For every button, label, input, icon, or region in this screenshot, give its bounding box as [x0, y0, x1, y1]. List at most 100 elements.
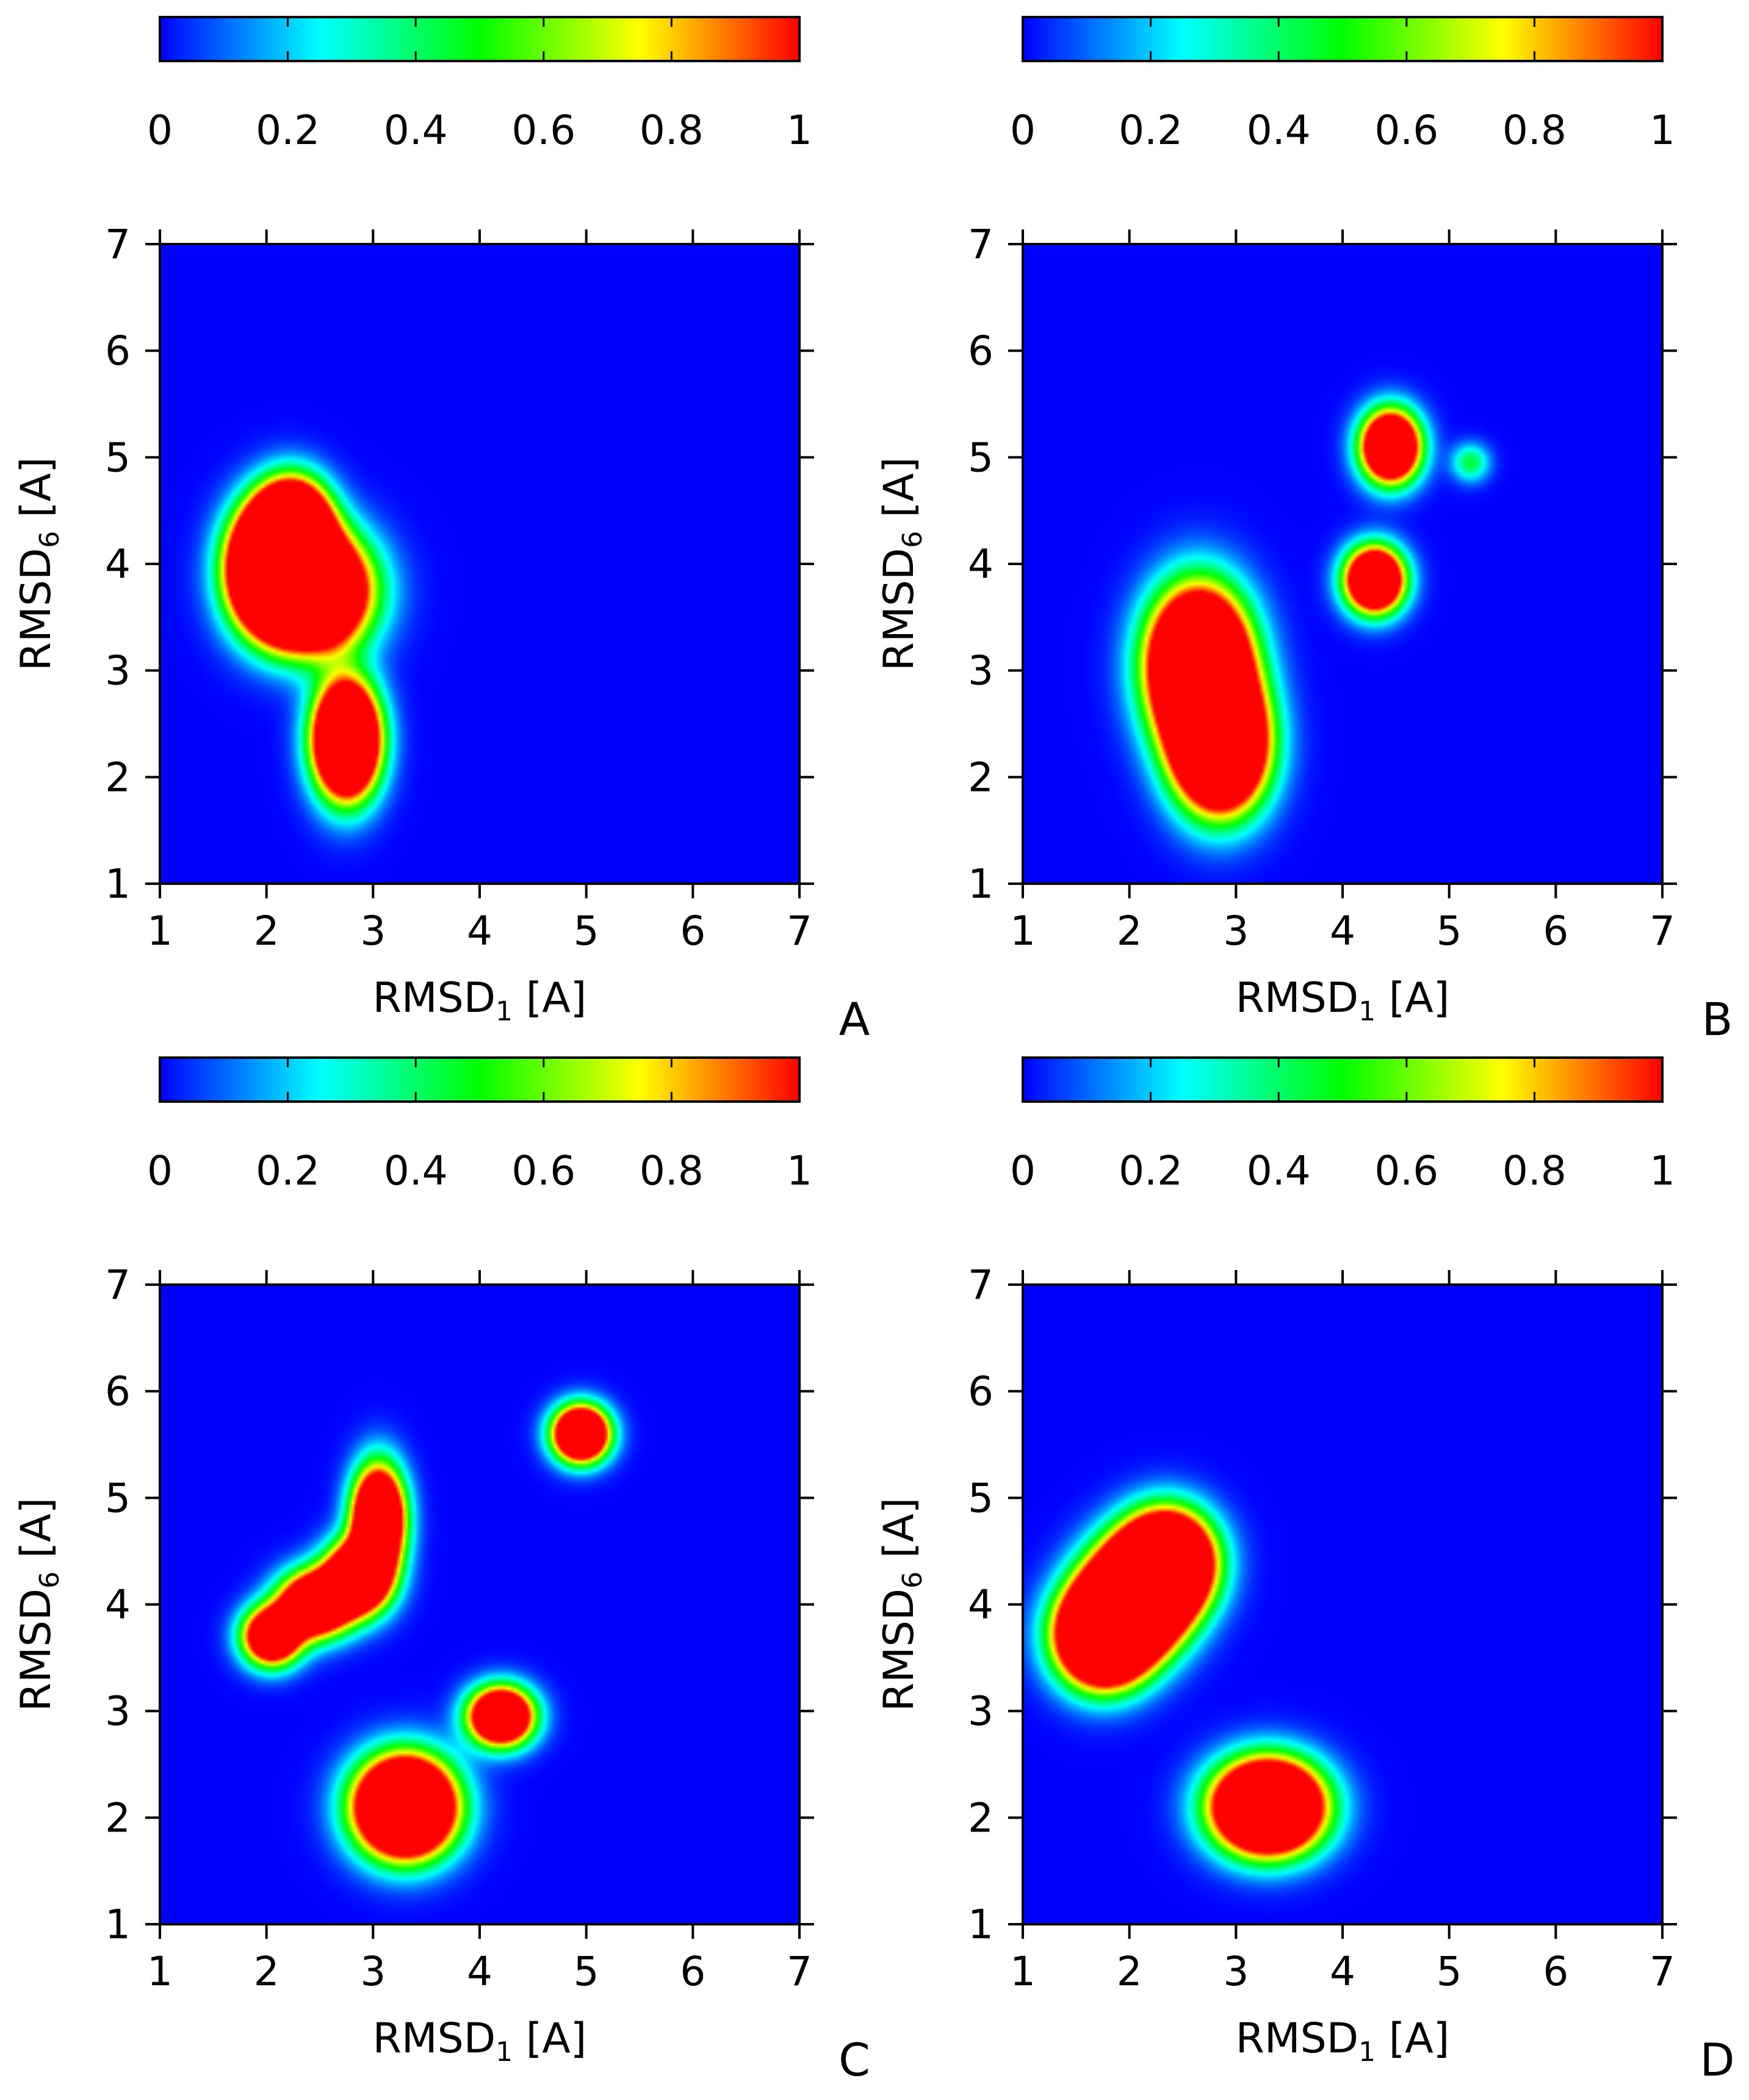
y-tick-label: 6	[105, 1368, 131, 1415]
x-tick-label: 1	[147, 1948, 173, 1995]
colorbar-tick-label: 0	[147, 107, 173, 154]
y-tick-label: 4	[968, 541, 994, 588]
y-tick-label: 5	[968, 1474, 994, 1521]
colorbar-tick-label: 0	[1010, 107, 1036, 154]
y-tick-label: 5	[105, 434, 131, 481]
y-tick-label: 7	[105, 221, 131, 268]
x-tick-label: 1	[1010, 907, 1036, 954]
x-tick-label: 5	[1437, 1948, 1462, 1995]
panel-label: A	[839, 994, 870, 1046]
heatmap-density	[1023, 244, 1662, 884]
panel-label: B	[1702, 994, 1733, 1046]
y-tick-label: 1	[968, 1901, 994, 1948]
x-tick-label: 3	[1223, 1948, 1249, 1995]
y-tick-label: 4	[105, 1581, 131, 1628]
colorbar-tick-label: 0.4	[384, 1147, 448, 1194]
x-tick-label: 2	[1117, 1948, 1142, 1995]
colorbar-tick-label: 0.8	[1502, 1147, 1567, 1194]
y-tick-label: 5	[105, 1474, 131, 1521]
colorbar-tick-label: 0.6	[1374, 107, 1438, 154]
x-tick-label: 1	[147, 907, 173, 954]
x-tick-label: 7	[787, 907, 812, 954]
x-axis-title: RMSD1 [A]	[373, 2015, 587, 2068]
y-tick-label: 6	[968, 328, 994, 375]
y-tick-label: 7	[968, 1261, 994, 1308]
y-tick-label: 1	[105, 1901, 131, 1948]
colorbar-tick-label: 0.4	[1247, 107, 1311, 154]
colorbar-tick-label: 0.6	[511, 107, 575, 154]
x-tick-label: 6	[680, 1948, 705, 1995]
x-tick-label: 4	[1330, 1948, 1355, 1995]
y-tick-label: 3	[105, 1688, 131, 1735]
colorbar-tick-label: 0.2	[256, 1147, 320, 1194]
x-tick-label: 7	[787, 1948, 812, 1995]
x-tick-label: 3	[1223, 907, 1249, 954]
x-tick-label: 5	[574, 907, 599, 954]
x-tick-label: 2	[254, 1948, 279, 1995]
x-tick-label: 6	[1543, 1948, 1568, 1995]
heatmap-density	[1023, 1285, 1662, 1924]
x-axis-title: RMSD1 [A]	[373, 974, 587, 1027]
colorbar-tick-label: 0.6	[511, 1147, 575, 1194]
x-tick-label: 5	[574, 1948, 599, 1995]
colorbar-tick-label: 0.8	[1502, 107, 1567, 154]
x-tick-label: 3	[360, 1948, 386, 1995]
colorbar-tick-label: 1	[787, 107, 812, 154]
colorbar-tick-label: 0.4	[384, 107, 448, 154]
colorbar-tick-label: 0.6	[1374, 1147, 1438, 1194]
x-tick-label: 4	[467, 1948, 492, 1995]
colorbar	[1022, 1056, 1664, 1103]
colorbar-tick-label: 1	[1650, 107, 1675, 154]
x-tick-label: 7	[1650, 907, 1675, 954]
y-tick-label: 2	[968, 754, 994, 801]
panel-label: D	[1700, 2034, 1735, 2087]
colorbar-tick-label: 0.2	[256, 107, 320, 154]
y-tick-label: 2	[968, 1794, 994, 1841]
y-tick-label: 1	[968, 861, 994, 907]
colorbar-tick-label: 0.8	[640, 1147, 704, 1194]
y-tick-label: 3	[105, 648, 131, 695]
y-tick-label: 3	[968, 648, 994, 695]
colorbar-tick-label: 1	[1650, 1147, 1675, 1194]
x-tick-label: 5	[1437, 907, 1462, 954]
x-tick-label: 1	[1010, 1948, 1036, 1995]
y-axis-title: RMSD6 [A]	[12, 457, 65, 671]
colorbar-tick-label: 0.8	[640, 107, 704, 154]
y-tick-label: 4	[105, 541, 131, 588]
y-tick-label: 6	[968, 1368, 994, 1415]
x-tick-label: 2	[1117, 907, 1142, 954]
y-tick-label: 2	[105, 1794, 131, 1841]
x-tick-label: 4	[467, 907, 492, 954]
y-tick-label: 3	[968, 1688, 994, 1735]
y-axis-title: RMSD6 [A]	[12, 1498, 65, 1712]
x-axis-title: RMSD1 [A]	[1236, 974, 1450, 1027]
y-tick-label: 7	[105, 1261, 131, 1308]
y-axis-title: RMSD6 [A]	[875, 457, 928, 671]
y-tick-label: 7	[968, 221, 994, 268]
panel-label: C	[838, 2034, 870, 2087]
x-tick-label: 7	[1650, 1948, 1675, 1995]
colorbar-tick-label: 0.2	[1119, 1147, 1183, 1194]
x-tick-label: 6	[1543, 907, 1568, 954]
colorbar	[1022, 16, 1664, 62]
y-axis-title: RMSD6 [A]	[875, 1498, 928, 1712]
colorbar-tick-label: 0	[1010, 1147, 1036, 1194]
colorbar-tick-label: 0.4	[1247, 1147, 1311, 1194]
colorbar-tick-label: 0.2	[1119, 107, 1183, 154]
x-tick-label: 4	[1330, 907, 1355, 954]
colorbar-tick-label: 0	[147, 1147, 173, 1194]
heatmap-density	[160, 1285, 799, 1924]
colorbar	[159, 16, 801, 62]
colorbar	[159, 1056, 801, 1103]
x-axis-title: RMSD1 [A]	[1236, 2015, 1450, 2068]
y-tick-label: 5	[968, 434, 994, 481]
y-tick-label: 2	[105, 754, 131, 801]
y-tick-label: 1	[105, 861, 131, 907]
y-tick-label: 4	[968, 1581, 994, 1628]
x-tick-label: 3	[360, 907, 386, 954]
